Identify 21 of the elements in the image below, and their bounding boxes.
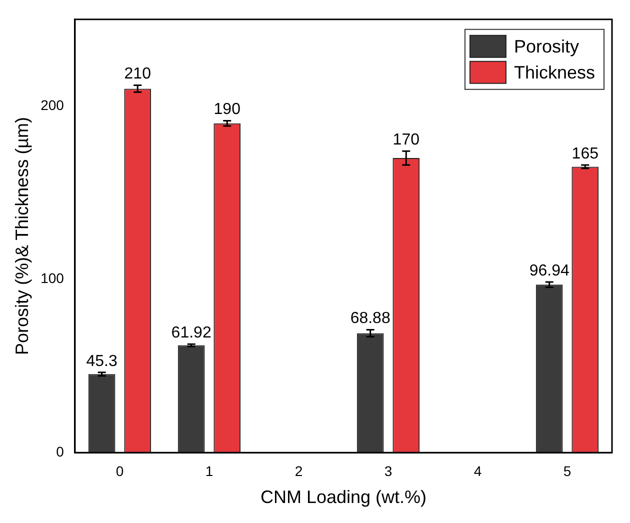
data-label: 61.92 (171, 324, 212, 342)
x-tick-label: 3 (384, 462, 392, 479)
data-label: 165 (572, 145, 599, 162)
x-tick-label: 4 (474, 462, 482, 479)
y-tick-label: 100 (40, 270, 64, 286)
y-axis-title: Porosity (%)& Thickness (µm) (12, 116, 32, 356)
x-tick-label: 5 (563, 462, 572, 479)
x-tick-label: 0 (116, 462, 124, 479)
legend-label: Thickness (514, 62, 596, 82)
y-tick-label: 200 (40, 96, 64, 113)
data-label: 170 (392, 132, 420, 148)
x-axis-title: CNM Loading (wt.%) (260, 487, 427, 508)
data-label: 45.3 (86, 352, 118, 370)
legend-label: Porosity (514, 36, 580, 56)
y-tick-label: 0 (56, 443, 64, 460)
data-label: 190 (214, 101, 241, 118)
x-tick-label: 1 (205, 462, 214, 479)
x-tick-label: 2 (294, 462, 303, 479)
data-label: 96.94 (529, 262, 570, 280)
data-label: 210 (124, 66, 152, 83)
data-label: 68.88 (350, 310, 390, 328)
